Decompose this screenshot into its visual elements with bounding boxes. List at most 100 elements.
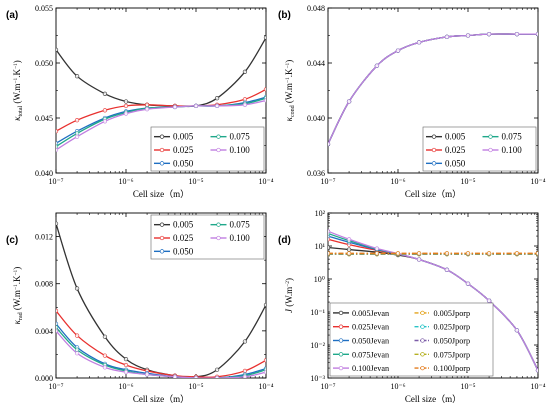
legend-marker <box>431 161 437 166</box>
legend-label: 0.050Jevan <box>352 337 389 346</box>
data-point <box>374 251 380 256</box>
y-tick-label: 0.048 <box>307 4 325 13</box>
series-line-0.100 <box>56 330 266 378</box>
data-point <box>74 347 80 352</box>
legend-item: 0.005 <box>154 220 194 230</box>
panel-a: 10⁻⁷ 10⁻⁶ 10⁻⁵ 10⁻⁴ 0.040 0.045 0.050 0.055 Cell… <box>6 4 274 199</box>
data-point <box>144 372 150 377</box>
data-point <box>74 118 80 123</box>
y-tick-label: 0.050 <box>35 59 53 68</box>
legend-marker <box>420 310 425 316</box>
legend-marker <box>216 222 221 227</box>
data-point <box>56 328 59 334</box>
legend-marker <box>216 134 221 139</box>
legend-item: 0.025 <box>154 233 194 243</box>
data-point <box>74 351 80 356</box>
series-line-0.075 <box>56 326 266 378</box>
data-point <box>56 147 59 153</box>
panel-label: (c) <box>6 235 18 246</box>
legend-label: 0.100 <box>502 145 523 155</box>
legend-label: 0.075 <box>230 220 251 230</box>
data-point <box>465 251 471 256</box>
legend-item: 0.100Jporp <box>414 364 470 373</box>
legend-marker <box>431 134 437 139</box>
plot-frame <box>327 212 539 379</box>
data-point <box>214 375 220 378</box>
y-tick-label: 0.004 <box>35 327 53 336</box>
y-tick-label: 0.055 <box>35 4 53 13</box>
data-point <box>102 365 108 370</box>
data-point <box>102 119 108 124</box>
data-point <box>74 74 80 79</box>
legend-label: 0.025Jevan <box>352 323 389 332</box>
data-point <box>242 339 248 344</box>
legend-marker <box>420 338 425 343</box>
legend-item: 0.075Jevan <box>333 350 389 359</box>
data-point <box>74 286 80 291</box>
data-point <box>172 374 178 378</box>
legend-label: 0.075Jporp <box>434 350 471 359</box>
legend-item: 0.050 <box>426 158 466 168</box>
legend-marker <box>338 324 344 329</box>
data-point <box>56 325 59 330</box>
y-tick-label: 10⁰ <box>314 275 325 284</box>
data-point <box>263 35 266 40</box>
data-point <box>102 108 108 113</box>
data-point <box>444 251 450 256</box>
data-point <box>416 257 422 262</box>
data-point <box>263 369 266 375</box>
legend-item: 0.100 <box>210 145 250 155</box>
legend-label: 0.100Jevan <box>352 364 389 373</box>
data-point <box>444 267 450 272</box>
legend-marker <box>420 324 425 329</box>
legend-marker <box>420 352 425 357</box>
legend-item: 0.005Jporp <box>414 309 470 318</box>
y-tick-label: 10⁻³ <box>310 374 325 383</box>
data-point <box>214 103 220 109</box>
data-point <box>214 367 220 372</box>
legend-marker <box>431 147 437 153</box>
data-point <box>346 251 352 256</box>
legend: 0.005 0.025 0.050 0.075 0.100 <box>150 126 265 172</box>
x-tick-label: 10⁻⁴ <box>258 177 273 186</box>
x-tick-label: 10⁻⁴ <box>258 382 273 391</box>
series-line-0.100Jevan <box>328 230 538 371</box>
y-axis-label: κrad (W.m−1.K−1) <box>12 267 24 325</box>
legend-label: 0.050 <box>173 158 194 168</box>
data-point <box>535 31 538 37</box>
y-axis-label: κtotal (W.m−1.K−1) <box>12 60 24 121</box>
data-point <box>193 375 199 378</box>
legend-label: 0.005 <box>445 132 466 142</box>
x-axis-label: Cell size（m） <box>405 394 461 404</box>
legend: 0.005 0.025 0.050 0.075 0.100 <box>422 126 537 172</box>
data-point <box>242 374 248 378</box>
panel-label: (b) <box>278 10 291 21</box>
data-point <box>263 302 266 308</box>
data-point <box>123 103 129 109</box>
data-point <box>346 247 352 252</box>
legend: 0.005Jevan 0.025Jevan 0.050Jevan 0.075Jevan… <box>329 302 494 377</box>
series-line-0.025 <box>56 88 266 132</box>
legend-label: 0.075 <box>230 132 251 142</box>
legend-item: 0.025 <box>154 145 194 155</box>
y-tick-label: 0.000 <box>35 374 53 383</box>
data-point <box>535 368 538 373</box>
data-point <box>56 221 59 226</box>
legend-item: 0.025Jporp <box>414 323 470 332</box>
y-axis-label: κcond (W.m−1.K−1) <box>284 60 296 122</box>
series-line-0.050 <box>56 323 266 378</box>
data-point <box>242 102 248 107</box>
data-point <box>514 251 520 256</box>
legend-item: 0.025Jevan <box>333 323 389 332</box>
data-point <box>328 245 331 250</box>
data-point <box>514 31 520 37</box>
data-point <box>102 334 108 339</box>
legend-item: 0.100 <box>482 145 523 155</box>
legend-label: 0.075Jevan <box>352 350 389 359</box>
data-point <box>346 99 352 104</box>
data-point <box>123 369 129 375</box>
x-tick-label: 10⁻⁷ <box>48 382 63 391</box>
legend-marker <box>216 235 221 241</box>
legend-item: 0.025 <box>426 145 466 155</box>
data-point <box>535 251 538 256</box>
